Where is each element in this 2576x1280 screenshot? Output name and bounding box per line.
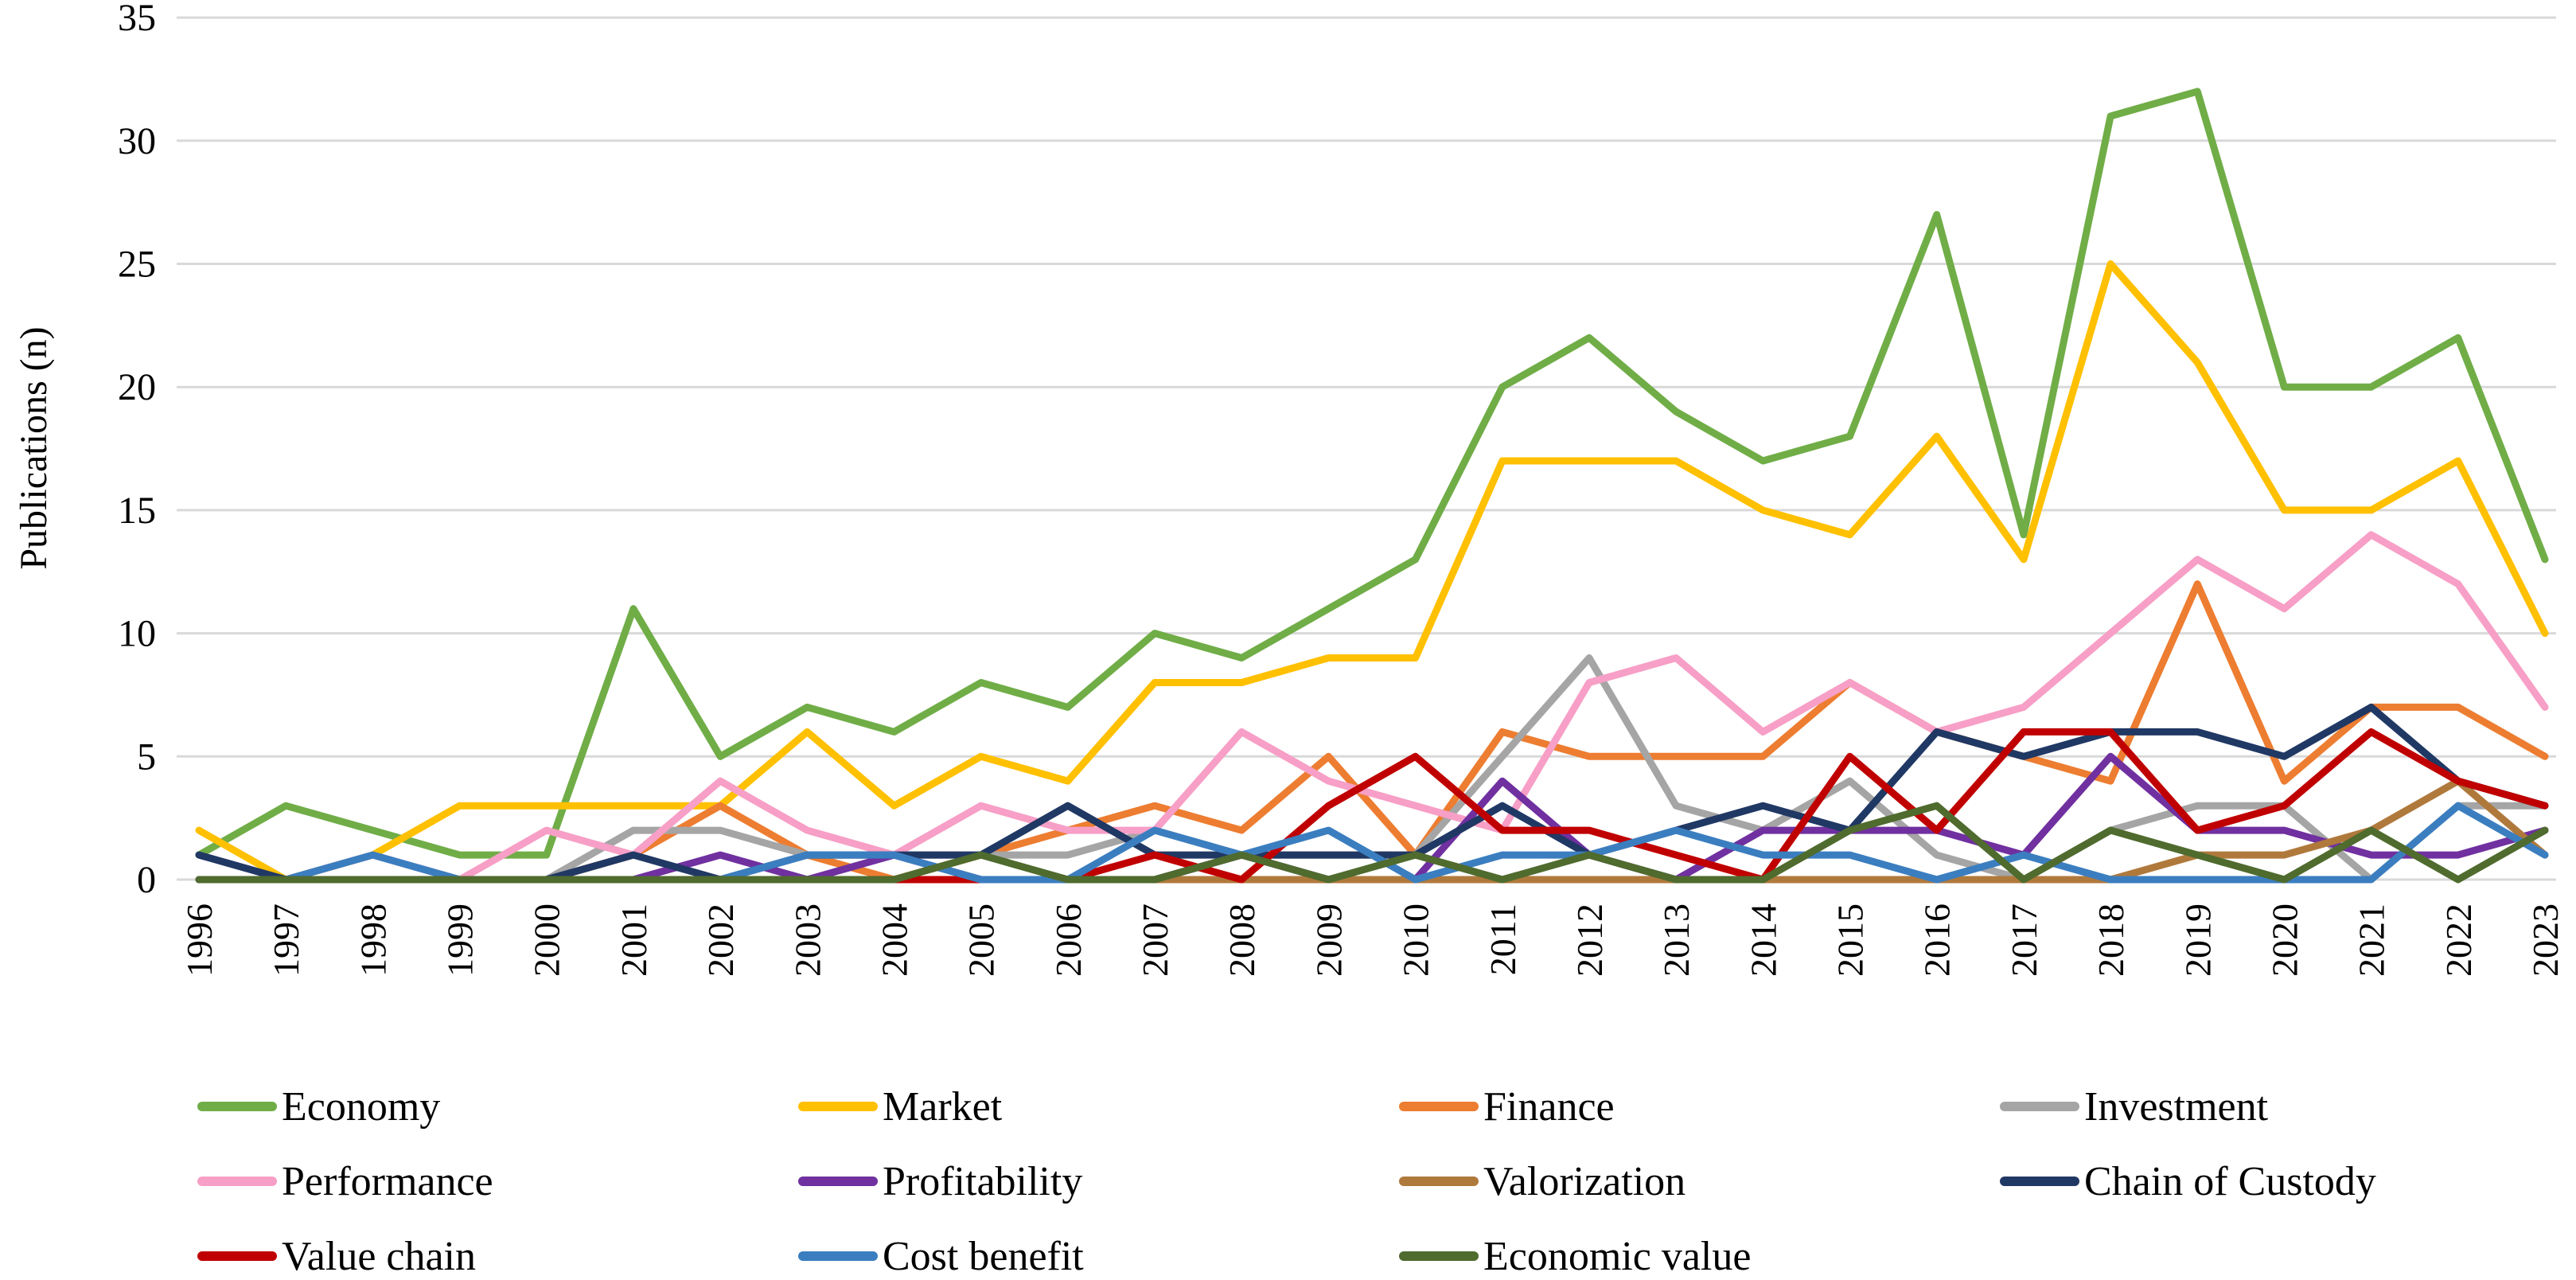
x-axis-tick-labels: 1996 1997 1998 1999 2000 2001 2002 2003 2004 2005…	[179, 903, 2566, 977]
legend-label-economic-value: Economic value	[1483, 1234, 1751, 1279]
x-tick-label-2009: 2009	[1308, 903, 1349, 977]
x-tick-label-2004: 2004	[874, 903, 914, 977]
legend-item-market: Market	[798, 1084, 1003, 1130]
y-tick-label-10: 10	[118, 613, 156, 655]
x-tick-label-2013: 2013	[1656, 903, 1697, 977]
x-tick-label-2018: 2018	[2091, 903, 2131, 977]
x-tick-label-2010: 2010	[1396, 903, 1436, 977]
legend-label-performance: Performance	[282, 1159, 493, 1204]
x-tick-label-1996: 1996	[179, 903, 220, 977]
y-tick-label-25: 25	[118, 244, 156, 286]
legend-swatch-value-chain	[197, 1251, 277, 1261]
y-axis-title: Publications (n)	[13, 326, 55, 569]
legend-label-economy: Economy	[282, 1084, 440, 1130]
legend-label-profitability: Profitability	[883, 1159, 1082, 1204]
y-tick-label-35: 35	[118, 0, 156, 39]
x-tick-label-2015: 2015	[1830, 903, 1871, 977]
y-tick-label-30: 30	[118, 120, 156, 162]
legend-swatch-market	[798, 1102, 878, 1111]
legend-swatch-performance	[197, 1177, 277, 1186]
x-tick-label-2012: 2012	[1569, 903, 1610, 977]
y-axis-tick-labels: 0 5 10 15 20 25 30 35	[118, 0, 156, 901]
x-tick-label-2007: 2007	[1135, 903, 1175, 977]
series-line-economic-value	[195, 802, 2549, 884]
gridlines	[177, 16, 2556, 881]
legend-label-cost-benefit: Cost benefit	[883, 1234, 1084, 1279]
x-tick-label-2020: 2020	[2264, 903, 2305, 977]
legend-item-chain-of-custody: Chain of Custody	[2000, 1159, 2376, 1204]
legend-item-economic-value: Economic value	[1399, 1234, 1751, 1279]
x-tick-label-2000: 2000	[527, 903, 567, 977]
legend-label-valorization: Valorization	[1483, 1159, 1686, 1204]
legend-swatch-valorization	[1399, 1177, 1479, 1186]
legend-swatch-profitability	[798, 1177, 878, 1186]
x-tick-label-2008: 2008	[1222, 903, 1262, 977]
legend-label-investment: Investment	[2084, 1084, 2269, 1130]
series-line-market	[195, 260, 2549, 884]
x-tick-label-2006: 2006	[1048, 903, 1089, 977]
x-tick-label-2003: 2003	[787, 903, 828, 977]
legend-item-economy: Economy	[197, 1084, 440, 1130]
x-tick-label-1999: 1999	[440, 903, 481, 977]
legend-swatch-finance	[1399, 1102, 1479, 1111]
x-tick-label-2019: 2019	[2177, 903, 2218, 977]
legend-label-chain-of-custody: Chain of Custody	[2084, 1159, 2376, 1204]
x-tick-label-2011: 2011	[1483, 903, 1523, 975]
legend-swatch-cost-benefit	[798, 1251, 878, 1261]
x-tick-label-2014: 2014	[1743, 903, 1783, 977]
legend-swatch-chain-of-custody	[2000, 1177, 2079, 1186]
legend-swatch-economy	[197, 1102, 277, 1111]
x-tick-label-2021: 2021	[2352, 903, 2392, 977]
legend-item-profitability: Profitability	[798, 1159, 1082, 1204]
x-tick-label-2005: 2005	[961, 903, 1002, 977]
y-tick-label-5: 5	[137, 736, 156, 778]
legend-item-finance: Finance	[1399, 1084, 1615, 1130]
x-tick-label-2022: 2022	[2438, 903, 2479, 977]
legend: Economy Market Finance Investment Performanc…	[197, 1084, 2376, 1279]
x-tick-label-2017: 2017	[2004, 903, 2044, 977]
series-line-performance	[195, 531, 2549, 884]
y-tick-label-20: 20	[118, 366, 156, 408]
series-line-profitability	[195, 752, 2549, 884]
x-tick-label-2001: 2001	[614, 903, 654, 977]
x-tick-label-1998: 1998	[353, 903, 393, 977]
legend-label-value-chain: Value chain	[282, 1234, 476, 1279]
legend-item-value-chain: Value chain	[197, 1234, 476, 1279]
series-lines	[195, 88, 2549, 884]
legend-swatch-investment	[2000, 1102, 2079, 1111]
legend-swatch-economic-value	[1399, 1251, 1479, 1261]
legend-label-finance: Finance	[1483, 1084, 1615, 1130]
x-tick-label-1997: 1997	[266, 903, 306, 977]
y-tick-label-15: 15	[118, 490, 156, 532]
legend-item-investment: Investment	[2000, 1084, 2269, 1130]
series-line-economy	[195, 88, 2549, 859]
x-tick-label-2002: 2002	[700, 903, 741, 977]
legend-item-valorization: Valorization	[1399, 1159, 1686, 1204]
y-tick-label-0: 0	[137, 859, 156, 901]
x-tick-label-2023: 2023	[2525, 903, 2566, 977]
legend-item-performance: Performance	[197, 1159, 493, 1204]
x-tick-label-2016: 2016	[1917, 903, 1958, 977]
legend-item-cost-benefit: Cost benefit	[798, 1234, 1084, 1279]
legend-label-market: Market	[883, 1084, 1003, 1130]
